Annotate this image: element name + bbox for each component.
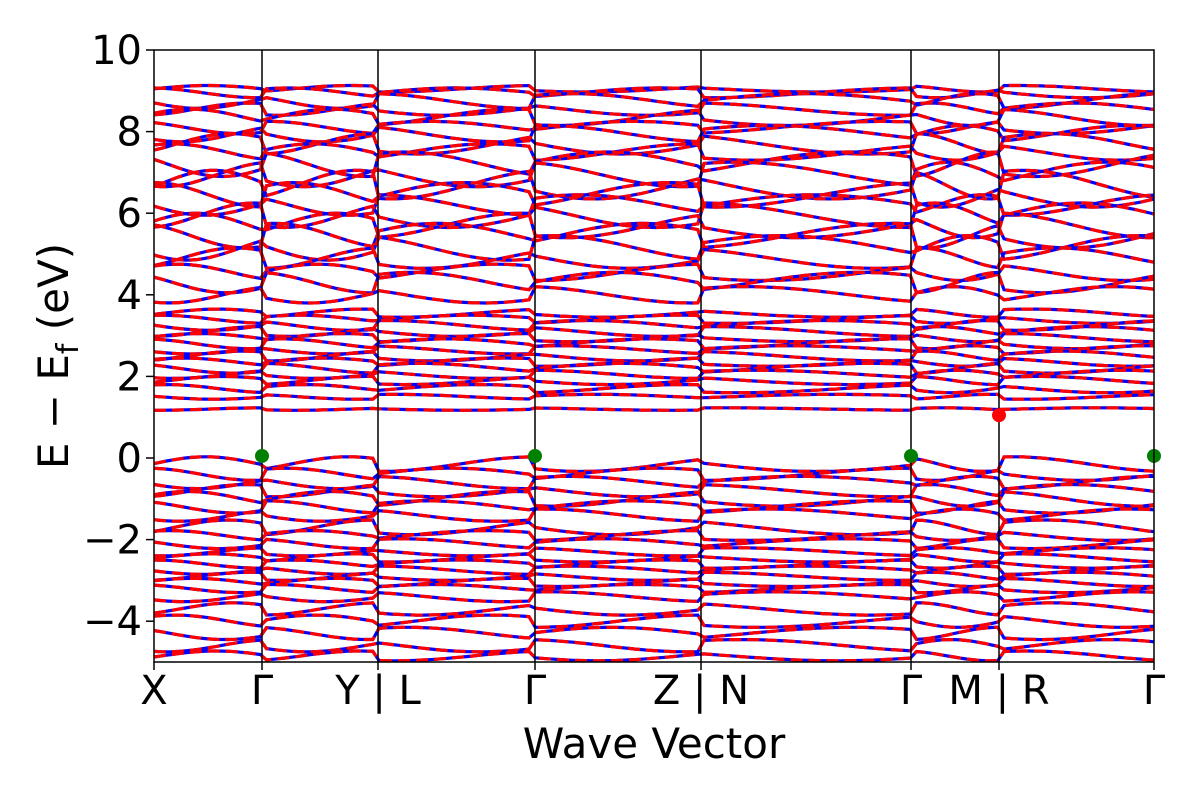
cbm-marker (992, 408, 1006, 423)
y-axis-label-main: E − E (29, 354, 78, 469)
vbm-marker (255, 448, 269, 463)
band-line-spin-down (154, 474, 1154, 491)
band-line-spin-down (154, 537, 1154, 551)
y-tick-label: 10 (91, 28, 142, 74)
band-line-spin-down (154, 337, 1154, 351)
high-symmetry-lines (261, 50, 1000, 662)
x-tick-label: Z | N (653, 668, 749, 714)
band-line-spin-up (154, 466, 1154, 483)
y-tick-label: 4 (117, 273, 142, 319)
band-line-spin-down (154, 499, 1154, 515)
x-tick-label: Γ (900, 668, 923, 714)
band-line-spin-down (154, 344, 1154, 356)
band-line-spin-down (154, 318, 1154, 332)
y-tick-label: 8 (117, 110, 142, 156)
band-line-spin-up (154, 270, 1154, 295)
band-line-spin-down (154, 392, 1154, 401)
x-tick-label: X (140, 668, 167, 714)
x-tick-label: Γ (1143, 668, 1166, 714)
band-line-spin-down (154, 558, 1154, 570)
plot-frame (153, 49, 1155, 663)
y-axis-label-units: (eV) (29, 243, 78, 330)
vbm-marker (528, 448, 542, 463)
band-line-spin-down (154, 590, 1154, 604)
y-tick-label: 0 (117, 436, 142, 482)
band-line-spin-down (154, 86, 1154, 100)
band-line-spin-down (154, 507, 1154, 523)
band-line-spin-down (154, 201, 1154, 230)
band-line-spin-down (154, 107, 1154, 128)
band-line-spin-down (154, 638, 1154, 654)
band-line-spin-down (154, 221, 1154, 250)
band-line-spin-down (154, 92, 1154, 110)
band-line-spin-down (154, 284, 1154, 305)
band-line-spin-down (154, 613, 1154, 629)
band-line-spin-down (154, 119, 1154, 136)
x-tick-label: M | R (948, 668, 1049, 714)
band-line-spin-down (154, 489, 1154, 508)
bands-layer (154, 83, 1154, 662)
band-line-spin-down (154, 466, 1154, 483)
band-line-spin-down (154, 142, 1154, 162)
band-line-spin-down (154, 576, 1154, 589)
band-line-spin-down (154, 168, 1154, 201)
y-tick-label: 6 (117, 191, 142, 237)
x-axis-ticks: X Γ Y | L Γ Z | N Γ M | R Γ (140, 662, 1166, 714)
band-line-spin-down (154, 406, 1154, 412)
band-line-spin-down (154, 270, 1154, 295)
band-line-spin-down (154, 313, 1154, 326)
y-axis-label: E − Ef (eV) (29, 243, 86, 469)
y-axis-label-subscript: f (51, 342, 86, 354)
y-tick-label: −2 (83, 518, 142, 564)
band-line-spin-down (154, 374, 1154, 387)
x-tick-label: Y | L (334, 668, 421, 714)
band-line-spin-down (154, 150, 1154, 179)
vbm-marker (904, 448, 918, 463)
band-line-spin-down (154, 518, 1154, 537)
band-line-spin-down (154, 262, 1154, 283)
band-line-spin-down (154, 361, 1154, 375)
band-line-spin-down (154, 649, 1154, 662)
band-line-spin-down (154, 625, 1154, 642)
band-line-spin-down (154, 193, 1154, 217)
band-line-spin-down (154, 356, 1154, 368)
x-axis-label: Wave Vector (523, 719, 786, 768)
y-tick-label: 2 (117, 354, 142, 400)
band-line-spin-down (154, 601, 1154, 617)
band-line-spin-down (154, 582, 1154, 595)
x-tick-label: Γ (524, 668, 547, 714)
band-line-spin-down (154, 383, 1154, 395)
y-axis-ticks: −4 −2 0 2 4 6 8 10 (83, 28, 154, 645)
y-axis-label-unit (29, 330, 78, 343)
y-tick-label: −4 (83, 599, 142, 645)
band-line-spin-down (154, 528, 1154, 543)
band-edge-markers (255, 408, 1161, 463)
band-line-spin-down (154, 455, 1154, 474)
band-line-spin-down (154, 564, 1154, 576)
x-tick-label: Γ (251, 668, 274, 714)
